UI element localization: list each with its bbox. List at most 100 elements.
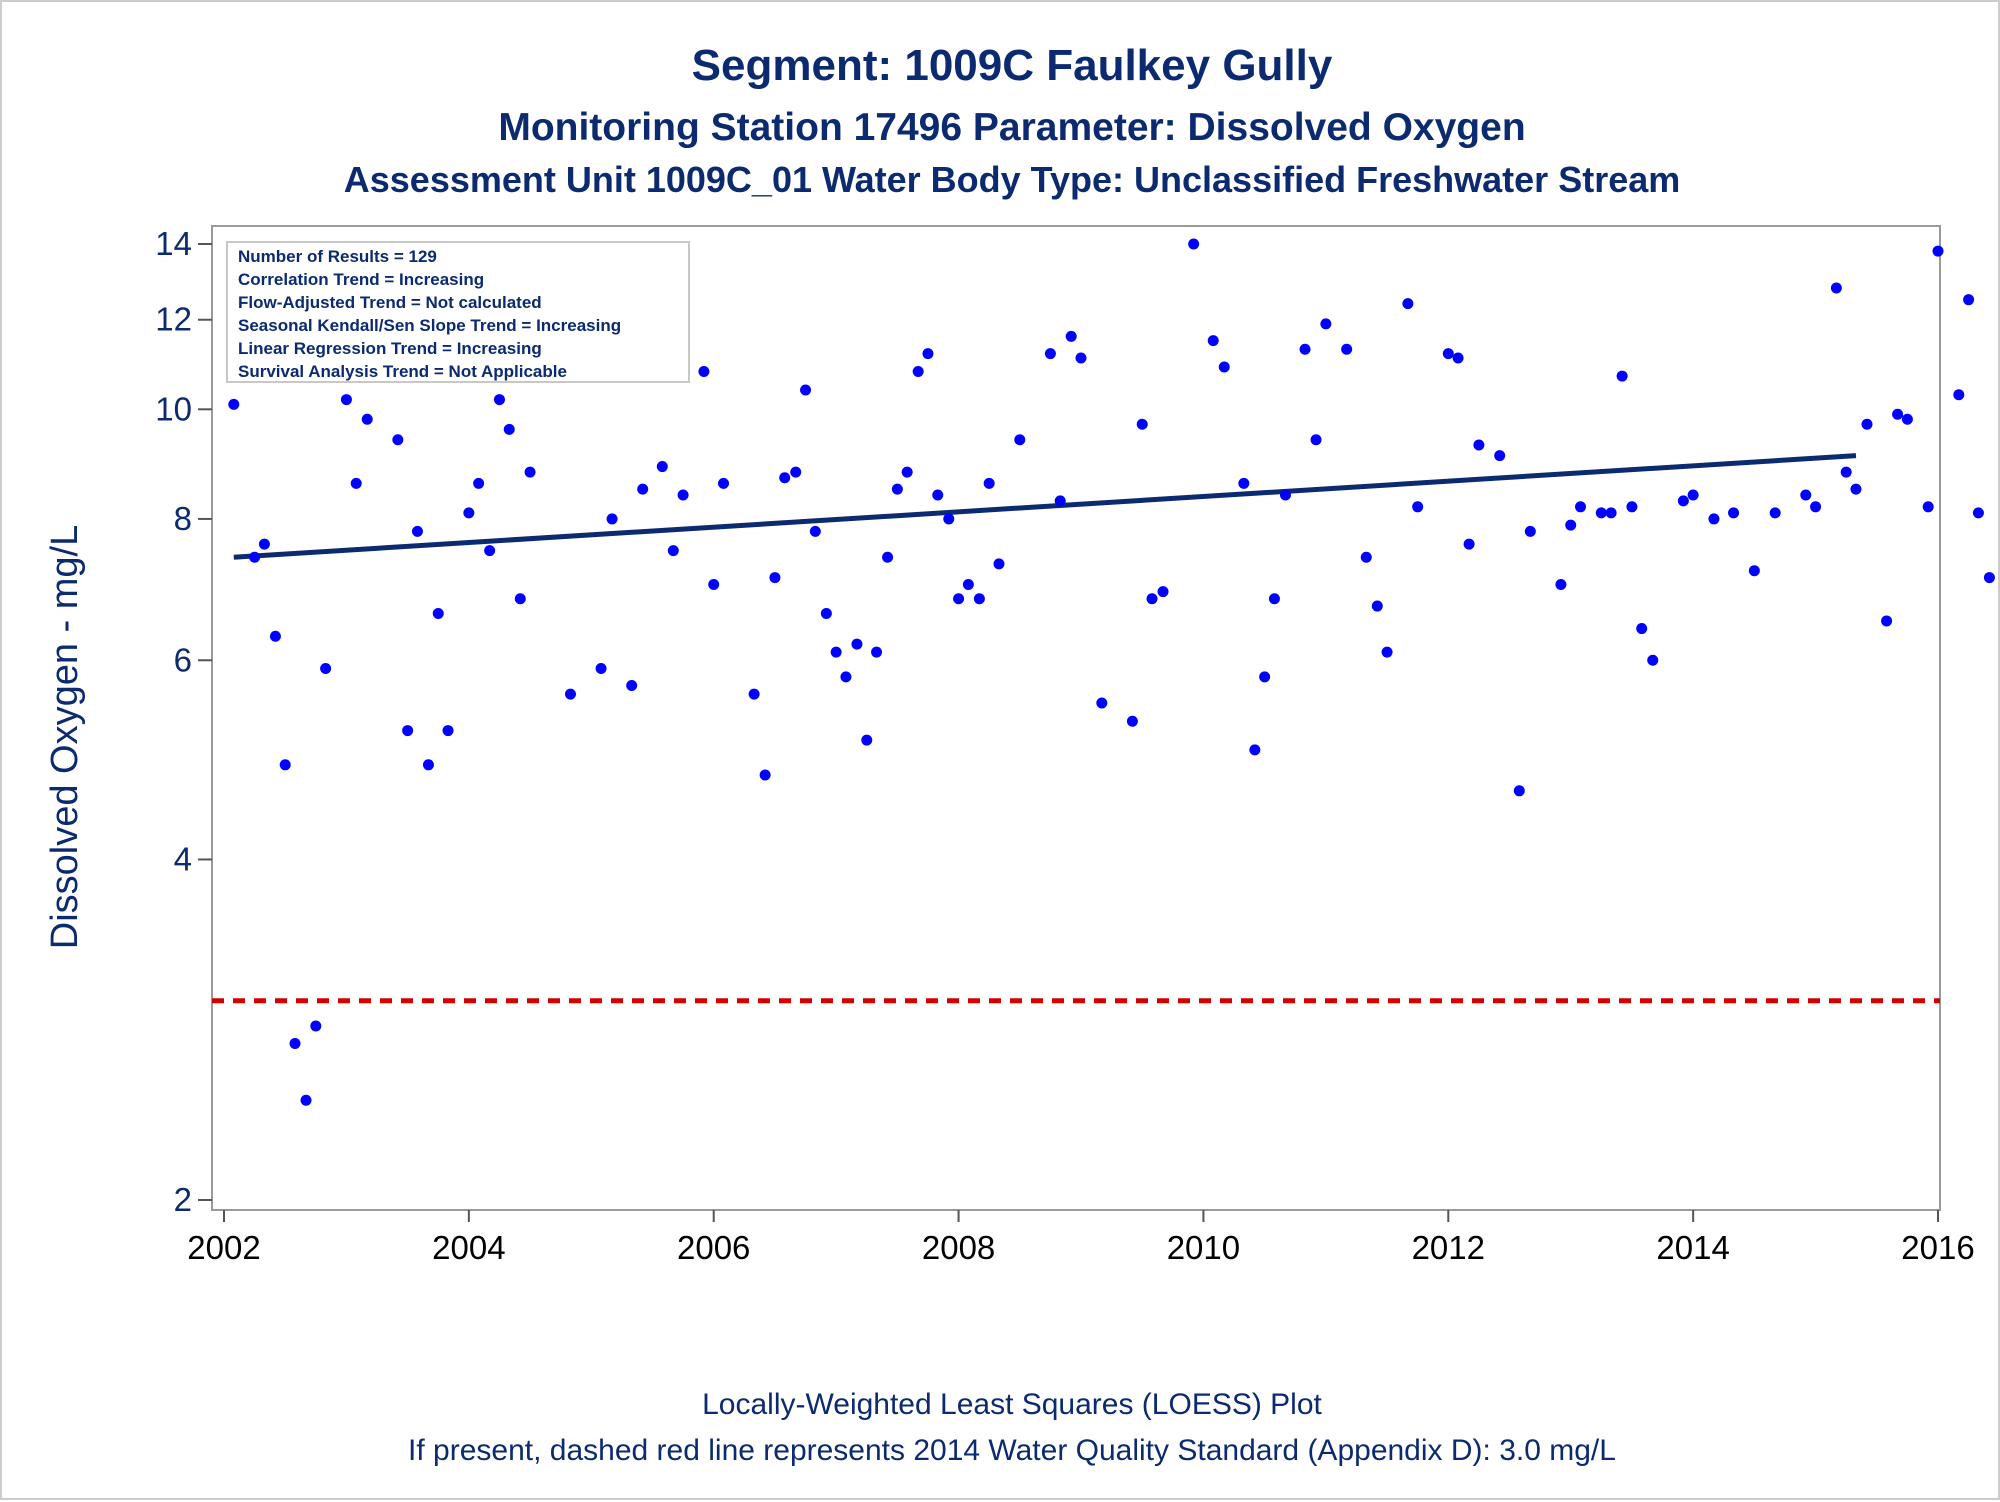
x-tick-label: 2006 <box>677 1229 750 1266</box>
y-tick-label: 8 <box>174 500 192 537</box>
data-point <box>861 734 873 746</box>
data-point <box>871 646 883 658</box>
data-point <box>983 477 995 489</box>
data-point <box>1810 501 1822 513</box>
y-axis-label: Dissolved Oxygen - mg/L <box>44 525 86 950</box>
data-point <box>1054 495 1066 507</box>
data-point <box>493 394 505 406</box>
data-point <box>1371 600 1383 612</box>
inset-line-correlation: Correlation Trend = Increasing <box>238 270 484 289</box>
stats-inset-box <box>226 241 690 383</box>
data-point <box>1126 715 1138 727</box>
data-point <box>1259 671 1271 683</box>
data-point <box>1687 489 1699 501</box>
data-point <box>1881 615 1893 627</box>
data-point <box>1555 579 1567 591</box>
chart-title: Segment: 1009C Faulkey Gully <box>692 41 1333 90</box>
data-point <box>1932 245 1944 257</box>
data-point <box>279 759 291 771</box>
data-point <box>708 579 720 591</box>
data-point <box>1616 370 1628 382</box>
data-point <box>820 607 832 619</box>
data-point <box>1268 593 1280 605</box>
data-point <box>595 663 607 675</box>
data-point <box>300 1094 312 1106</box>
inset-line-regression: Linear Regression Trend = Increasing <box>238 339 542 358</box>
data-point <box>1565 519 1577 531</box>
data-point <box>779 472 791 484</box>
data-point <box>1249 744 1261 756</box>
data-point <box>411 525 423 537</box>
data-point <box>1238 477 1250 489</box>
data-point <box>1381 646 1393 658</box>
data-point <box>637 483 649 495</box>
data-point <box>1044 348 1056 360</box>
data-point <box>1299 343 1311 355</box>
data-point <box>1953 389 1965 401</box>
data-point <box>350 477 362 489</box>
x-tick-label: 2002 <box>187 1229 260 1266</box>
x-tick-label: 2004 <box>432 1229 505 1266</box>
data-point <box>759 769 771 781</box>
data-point <box>1014 434 1026 446</box>
data-point <box>800 384 812 396</box>
data-point <box>962 579 974 591</box>
data-point <box>1963 294 1975 306</box>
data-point <box>993 558 1005 570</box>
data-point <box>1972 507 1984 519</box>
data-point <box>1677 495 1689 507</box>
data-point <box>1065 330 1077 342</box>
data-point <box>1146 593 1158 605</box>
data-point <box>912 365 924 377</box>
data-point <box>1575 501 1587 513</box>
data-point <box>1402 298 1414 310</box>
data-point <box>973 593 985 605</box>
data-point <box>698 365 710 377</box>
data-point <box>258 538 270 550</box>
inset-line-results: Number of Results = 129 <box>238 247 437 266</box>
data-point <box>1524 525 1536 537</box>
data-point <box>442 725 454 737</box>
data-point <box>392 434 404 446</box>
data-point <box>891 483 903 495</box>
data-point <box>882 551 894 563</box>
data-point <box>524 466 536 478</box>
inset-line-kendall: Seasonal Kendall/Sen Slope Trend = Incre… <box>238 316 621 335</box>
data-point <box>310 1020 322 1032</box>
y-tick-label: 2 <box>174 1181 192 1218</box>
data-point <box>484 545 496 557</box>
data-point <box>1830 282 1842 294</box>
inset-line-survival: Survival Analysis Trend = Not Applicable <box>238 362 567 381</box>
footnote-loess: Locally-Weighted Least Squares (LOESS) P… <box>702 1388 1322 1421</box>
loess-trend-line <box>233 453 1857 560</box>
x-tick-label: 2016 <box>1901 1229 1974 1266</box>
data-point <box>320 663 332 675</box>
data-point <box>1850 483 1862 495</box>
data-point <box>830 646 842 658</box>
data-point <box>1360 551 1372 563</box>
data-point <box>1075 352 1087 364</box>
inset-line-flow: Flow-Adjusted Trend = Not calculated <box>238 293 542 312</box>
data-point <box>402 725 414 737</box>
data-point <box>289 1038 301 1050</box>
data-point <box>1901 413 1913 425</box>
data-point <box>422 759 434 771</box>
data-point <box>1626 501 1638 513</box>
data-point <box>1494 450 1506 462</box>
chart-subtitle-2: Assessment Unit 1009C_01 Water Body Type… <box>344 159 1681 200</box>
data-point <box>1473 439 1485 451</box>
data-point <box>1636 623 1648 635</box>
data-point <box>1647 654 1659 666</box>
data-point <box>1310 434 1322 446</box>
data-point <box>1341 343 1353 355</box>
data-point <box>1800 489 1812 501</box>
data-point <box>463 507 475 519</box>
y-tick-label: 14 <box>155 225 192 262</box>
data-point <box>1463 538 1475 550</box>
data-point <box>1096 697 1108 709</box>
data-point <box>656 461 668 473</box>
data-point <box>1442 348 1454 360</box>
data-point <box>1605 507 1617 519</box>
